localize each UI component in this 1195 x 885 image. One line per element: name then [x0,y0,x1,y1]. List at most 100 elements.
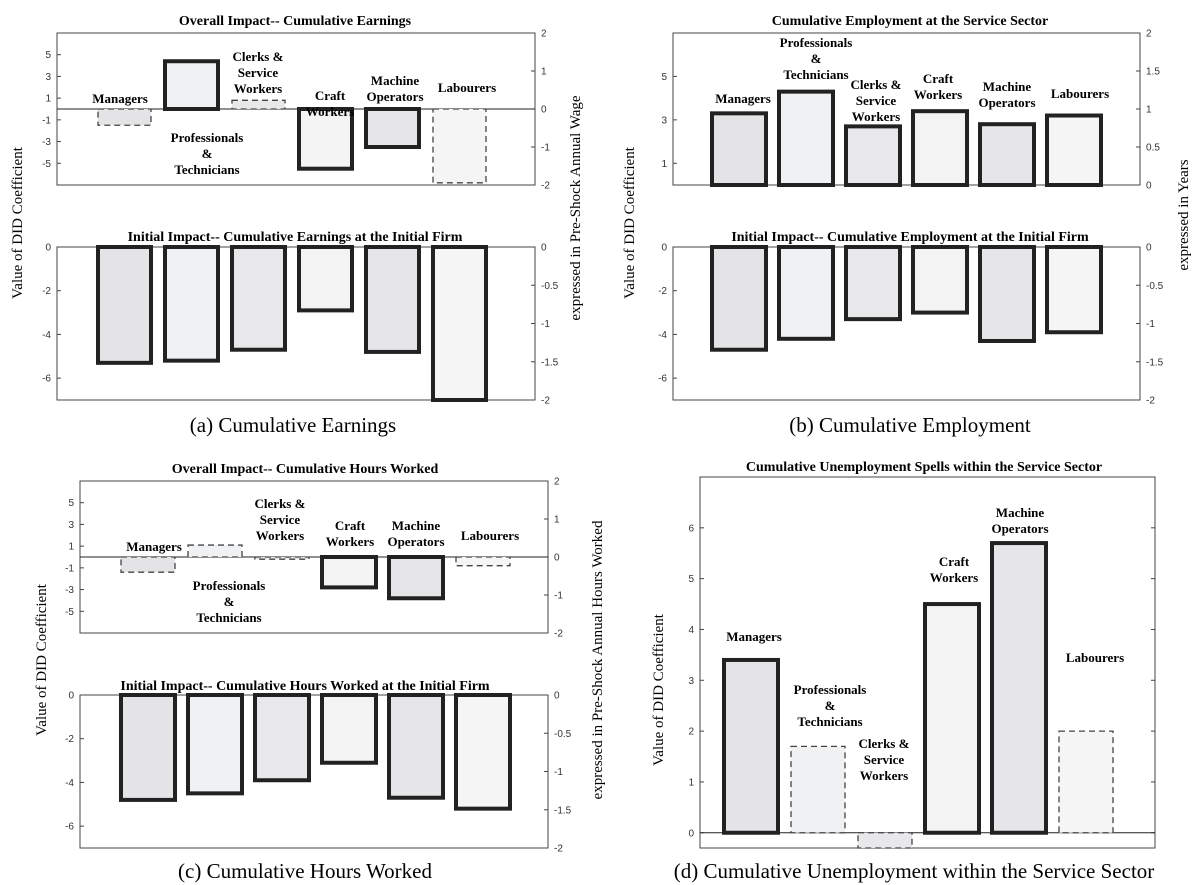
a-top-ytick-label: 1 [45,94,51,105]
b-top-y2tick-label: 1.5 [1146,67,1160,78]
d-ytick-label: 4 [688,625,694,636]
b-bottom-y2tick-label: 0 [1146,243,1152,254]
b-top-ytick-label: 3 [661,115,667,126]
b-bottom-title: Initial Impact-- Cumulative Employment a… [731,230,1089,245]
d-category-label-3: Clerks & Service Workers [859,736,910,783]
chart-layer: Overall Impact-- Cumulative Earnings -5 -3… [42,14,1164,855]
a-top-category-label-1: Managers [92,91,148,106]
d-bar-5 [990,541,1048,835]
b-top-category-label-2: Professionals & Technicians [780,35,853,82]
d-bar-4 [923,602,981,835]
b-top-y2tick-label: 2 [1146,29,1152,40]
c-bottom-bar-5 [387,693,445,800]
a-top-category-label-5: Machine Operators [366,73,423,104]
a-top-bar-3 [231,99,286,110]
panel-d-ylabel: Value of DID Coefficient [651,613,667,766]
c-top-category-label-1: Managers [126,539,182,554]
a-top-category-label-6: Labourers [438,80,496,95]
d-category-label-2: Professionals & Technicians [794,682,867,729]
b-top-category-label-6: Labourers [1051,86,1109,101]
caption-c: (c) Cumulative Hours Worked [178,859,432,883]
b-top-category-label-4: Craft Workers [914,71,962,102]
caption-a: (a) Cumulative Earnings [190,413,396,437]
a-bottom-y2tick-label: -1 [541,319,550,330]
a-bottom-bar-2 [163,245,220,363]
a-bottom-bar-3 [230,245,287,352]
a-bottom-y2tick-label: 0 [541,243,547,254]
a-bottom-y2tick-label: -1.5 [541,357,559,368]
c-bottom-ytick-label: -6 [65,822,74,833]
c-bottom-y2tick-label: 0 [554,691,560,702]
b-bottom-ytick-label: -2 [658,286,667,297]
b-bottom-bar-5 [978,245,1036,343]
a-bottom-title: Initial Impact-- Cumulative Earnings at … [128,230,463,245]
a-top-bar-4 [297,107,354,171]
a-top-title: Overall Impact-- Cumulative Earnings [179,14,412,29]
c-top-category-label-6: Labourers [461,528,519,543]
b-top-bar-6 [1045,113,1103,187]
d-ytick-label: 0 [688,828,694,839]
a-top-bar-2 [163,59,220,111]
a-bottom-ytick-label: -6 [42,374,51,385]
panel-b-y2label: expressed in Years [1176,159,1192,270]
a-top-y2tick-label: -1 [541,143,550,154]
a-top-ytick-label: -1 [42,115,51,126]
a-bottom-y2tick-label: -0.5 [541,281,559,292]
a-top-ytick-label: 5 [45,50,51,61]
c-bottom-ytick-label: -4 [65,778,74,789]
a-top-ytick-label: -3 [42,137,51,148]
c-bottom-y2tick-label: -1 [554,767,563,778]
d-ytick-label: 1 [688,777,694,788]
a-top-bar-6 [432,108,487,184]
b-top-ytick-label: 1 [661,159,667,170]
c-bottom-ytick-label: 0 [68,691,74,702]
c-top-category-label-4: Craft Workers [326,518,374,549]
panel-a-y2label: expressed in Pre-Shock Annual Wage [568,95,584,320]
d-ytick-label: 3 [688,676,694,687]
b-bottom-ytick-label: 0 [661,243,667,254]
c-top-bar-3 [254,556,310,560]
c-top-bar-2 [187,544,243,558]
d-bar-3 [857,832,913,849]
c-top-category-label-3: Clerks & Service Workers [255,496,306,543]
c-top-category-label-2: Professionals & Technicians [193,578,266,625]
c-top-bar-1 [120,556,176,573]
b-top-ytick-label: 5 [661,72,667,83]
b-top-y2tick-label: 0.5 [1146,143,1160,154]
a-top-ytick-label: -5 [42,159,51,170]
d-ytick-label: 5 [688,574,694,585]
c-bottom-y2tick-label: -1.5 [554,805,572,816]
b-top-title: Cumulative Employment at the Service Sec… [772,14,1048,29]
c-top-bar-4 [320,555,378,590]
a-bottom-ytick-label: 0 [45,243,51,254]
d-ytick-label: 2 [688,727,694,738]
b-bottom-bar-1 [710,245,768,352]
a-top-bar-1 [97,108,152,126]
c-top-ytick-label: -5 [65,607,74,618]
c-bottom-bar-2 [186,693,244,796]
c-bottom-y2tick-label: -2 [554,844,563,855]
b-top-y2tick-label: 1 [1146,105,1152,116]
b-top-bar-2 [777,89,835,187]
b-bottom-bar-2 [777,245,835,341]
b-bottom-y2tick-label: -1.5 [1146,357,1164,368]
d-axes-box [699,476,1156,849]
panel-c-ylabel: Value of DID Coefficient [34,583,50,736]
c-bottom-y2tick-label: -0.5 [554,729,572,740]
a-top-category-label-2: Professionals & Technicians [171,130,244,177]
d-bar-1 [722,657,780,835]
c-top-bar-6 [455,556,511,567]
a-bottom-bar-4 [297,245,354,313]
d-category-label-6: Labourers [1066,650,1124,665]
b-bottom-y2tick-label: -2 [1146,396,1155,407]
a-top-category-label-4: Craft Workers [306,88,354,119]
a-top-y2tick-label: 2 [541,29,547,40]
b-bottom-bar-3 [844,245,902,322]
c-top-bar-5 [387,555,445,601]
d-ytick-label: 6 [688,523,694,534]
c-bottom-bar-1 [119,693,177,802]
c-top-y2tick-label: 1 [554,515,560,526]
d-category-label-5: Machine Operators [991,505,1048,536]
caption-d: (d) Cumulative Unemployment within the S… [674,859,1155,883]
